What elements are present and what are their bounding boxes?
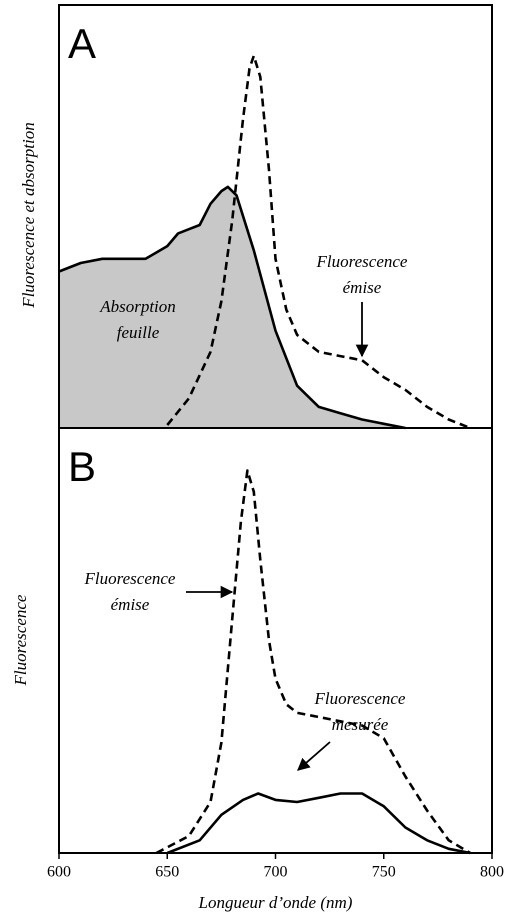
y-axis-label: Fluorescence	[11, 594, 30, 686]
y-axis-label: Fluorescence et absorption	[19, 122, 38, 308]
x-tick-label: 750	[372, 864, 396, 881]
x-tick-label: 600	[47, 864, 71, 881]
line	[166, 54, 471, 430]
x-axis-label: Longueur d’onde (nm)	[198, 893, 353, 912]
x-tick-label: 800	[480, 864, 504, 881]
annotation: Absorption	[99, 297, 176, 316]
annotation: mesurée	[332, 715, 389, 734]
line	[58, 185, 406, 430]
panel-label: A	[68, 20, 96, 67]
annotation-arrow	[297, 741, 331, 771]
plots: A Fluorescence et absorption Absorption feu…	[11, 4, 504, 912]
panel-label: B	[68, 443, 96, 490]
annotation: Fluorescence	[316, 252, 408, 271]
line	[166, 792, 471, 855]
annotation: Fluorescence	[84, 569, 176, 588]
annotation: feuille	[117, 323, 160, 342]
annotation: Fluorescence	[314, 689, 406, 708]
line	[155, 469, 471, 855]
annotation: émise	[343, 278, 382, 297]
panel-frame	[58, 427, 493, 854]
x-tick-label: 650	[155, 864, 179, 881]
annotation: émise	[111, 595, 150, 614]
area-fill	[59, 186, 406, 428]
x-tick-label: 700	[264, 864, 288, 881]
